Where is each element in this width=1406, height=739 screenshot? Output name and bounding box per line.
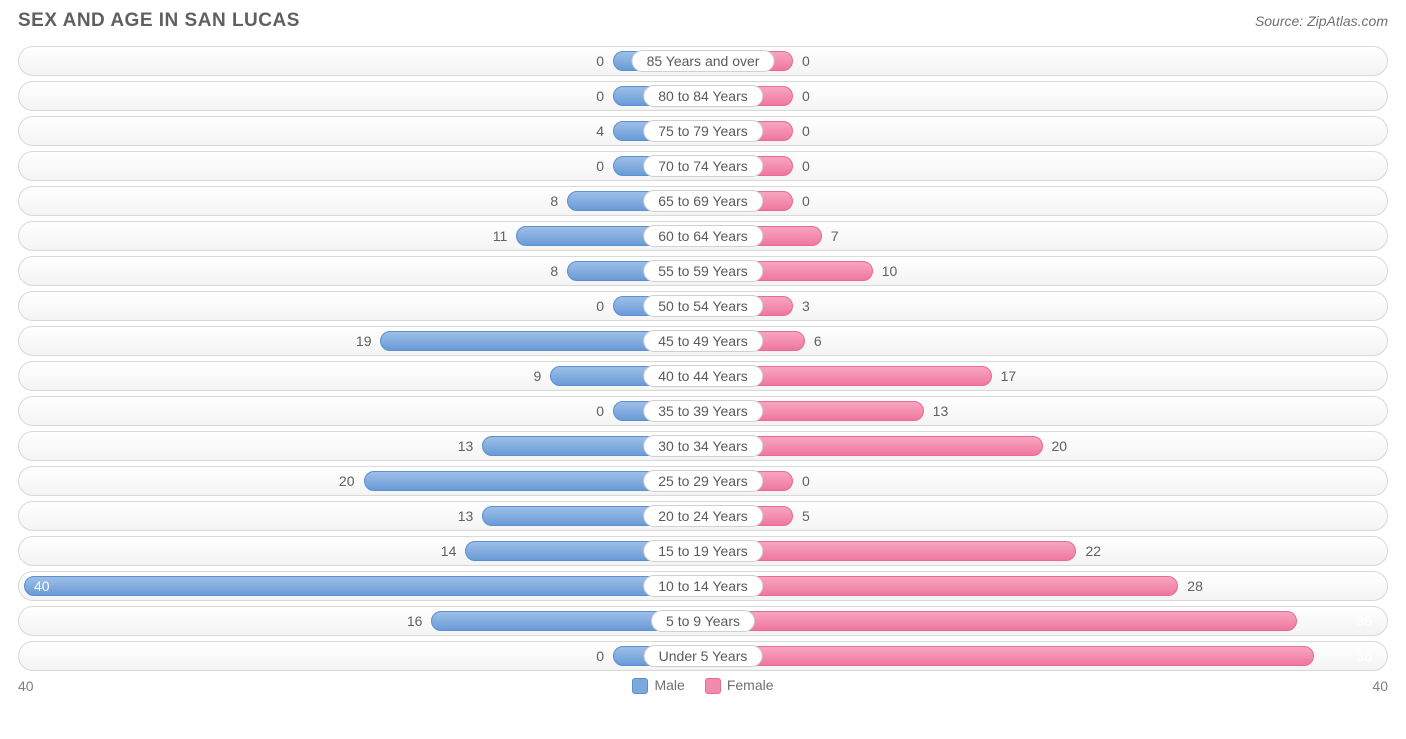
male-value: 14 [432, 543, 466, 559]
age-category-label: 70 to 74 Years [643, 155, 763, 177]
age-category-label: 30 to 34 Years [643, 435, 763, 457]
source-attribution: Source: ZipAtlas.com [1255, 13, 1388, 29]
pyramid-row: 0 0 85 Years and over [18, 46, 1388, 76]
male-value: 13 [449, 508, 483, 524]
male-value: 0 [587, 158, 613, 174]
chart-title: SEX AND AGE IN SAN LUCAS [18, 10, 300, 32]
male-value: 0 [587, 53, 613, 69]
pyramid-row: 13 20 30 to 34 Years [18, 431, 1388, 461]
female-value: 36 [1347, 648, 1381, 664]
age-category-label: 5 to 9 Years [651, 610, 755, 632]
female-value: 0 [793, 158, 819, 174]
female-value: 0 [793, 193, 819, 209]
male-value: 0 [587, 298, 613, 314]
legend-item-male: Male [632, 677, 684, 694]
male-value: 0 [587, 403, 613, 419]
male-value: 13 [449, 438, 483, 454]
pyramid-row: 0 36 Under 5 Years [18, 641, 1388, 671]
male-value: 40 [25, 578, 59, 594]
age-category-label: 65 to 69 Years [643, 190, 763, 212]
male-value: 16 [398, 613, 432, 629]
age-category-label: 25 to 29 Years [643, 470, 763, 492]
female-value: 20 [1043, 438, 1077, 454]
legend: Male Female [632, 677, 773, 694]
pyramid-row: 0 0 70 to 74 Years [18, 151, 1388, 181]
age-category-label: 85 Years and over [632, 50, 775, 72]
male-value: 19 [347, 333, 381, 349]
population-pyramid-chart: 0085 Years and over0080 to 84 Years4075 … [18, 46, 1388, 671]
female-value: 6 [805, 333, 831, 349]
male-value: 8 [541, 193, 567, 209]
pyramid-row: 8 10 55 to 59 Years [18, 256, 1388, 286]
pyramid-row: 14 22 15 to 19 Years [18, 536, 1388, 566]
pyramid-row: 9 17 40 to 44 Years [18, 361, 1388, 391]
male-value: 4 [587, 123, 613, 139]
age-category-label: 55 to 59 Years [643, 260, 763, 282]
female-value: 0 [793, 123, 819, 139]
age-category-label: 35 to 39 Years [643, 400, 763, 422]
female-value: 35 [1347, 613, 1381, 629]
pyramid-row: 11 7 60 to 64 Years [18, 221, 1388, 251]
female-legend-label: Female [727, 677, 774, 693]
age-category-label: 10 to 14 Years [643, 575, 763, 597]
female-bar [703, 646, 1314, 666]
pyramid-row: 0 3 50 to 54 Years [18, 291, 1388, 321]
age-category-label: 75 to 79 Years [643, 120, 763, 142]
female-value: 5 [793, 508, 819, 524]
pyramid-row: 16 35 5 to 9 Years [18, 606, 1388, 636]
male-value: 9 [524, 368, 550, 384]
female-value: 3 [793, 298, 819, 314]
female-value: 22 [1076, 543, 1110, 559]
male-value: 0 [587, 88, 613, 104]
legend-item-female: Female [705, 677, 774, 694]
female-value: 0 [793, 53, 819, 69]
axis-max-right: 40 [1372, 678, 1388, 694]
age-category-label: 60 to 64 Years [643, 225, 763, 247]
pyramid-row: 20 0 25 to 29 Years [18, 466, 1388, 496]
female-value: 28 [1178, 578, 1212, 594]
male-value: 8 [541, 263, 567, 279]
female-value: 10 [873, 263, 907, 279]
male-legend-label: Male [654, 677, 684, 693]
pyramid-row: 0 13 35 to 39 Years [18, 396, 1388, 426]
female-value: 17 [992, 368, 1026, 384]
male-value: 0 [587, 648, 613, 664]
pyramid-row: 0 0 80 to 84 Years [18, 81, 1388, 111]
female-bar [703, 611, 1297, 631]
age-category-label: Under 5 Years [644, 645, 763, 667]
female-bar [703, 576, 1178, 596]
pyramid-row: 13 5 20 to 24 Years [18, 501, 1388, 531]
age-category-label: 40 to 44 Years [643, 365, 763, 387]
age-category-label: 80 to 84 Years [643, 85, 763, 107]
pyramid-row: 8 0 65 to 69 Years [18, 186, 1388, 216]
age-category-label: 20 to 24 Years [643, 505, 763, 527]
pyramid-row: 4 0 75 to 79 Years [18, 116, 1388, 146]
female-value: 13 [924, 403, 958, 419]
male-swatch [632, 678, 648, 694]
pyramid-row: 19 6 45 to 49 Years [18, 326, 1388, 356]
age-category-label: 15 to 19 Years [643, 540, 763, 562]
female-value: 0 [793, 473, 819, 489]
axis-max-left: 40 [18, 678, 34, 694]
female-value: 7 [822, 228, 848, 244]
male-bar [24, 576, 703, 596]
age-category-label: 50 to 54 Years [643, 295, 763, 317]
female-value: 0 [793, 88, 819, 104]
female-swatch [705, 678, 721, 694]
male-value: 11 [484, 228, 517, 244]
male-value: 20 [330, 473, 364, 489]
pyramid-row: 40 28 10 to 14 Years [18, 571, 1388, 601]
age-category-label: 45 to 49 Years [643, 330, 763, 352]
